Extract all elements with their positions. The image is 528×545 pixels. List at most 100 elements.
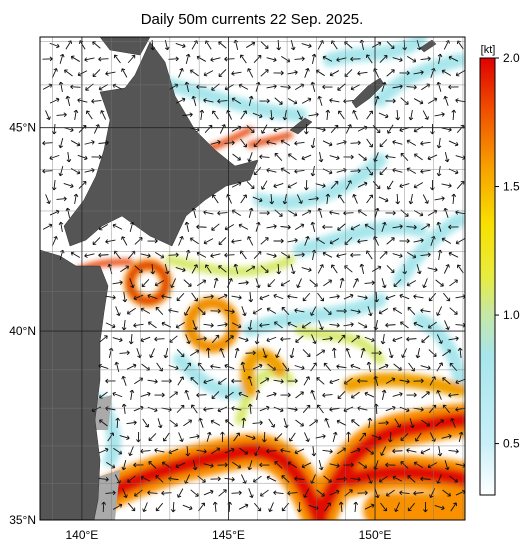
arrow <box>386 41 395 50</box>
arrow <box>238 336 249 343</box>
arrow <box>329 407 340 412</box>
arrow <box>317 264 324 274</box>
arrow <box>337 223 346 231</box>
arrow <box>436 306 443 316</box>
arrow <box>324 502 332 512</box>
arrow <box>378 475 388 483</box>
arrow <box>316 489 325 497</box>
arrow <box>360 347 366 358</box>
arrow <box>385 322 396 328</box>
arrow <box>352 110 358 120</box>
arrow <box>304 432 310 442</box>
arrow <box>70 140 81 147</box>
arrow <box>406 224 417 230</box>
arrow <box>350 252 361 258</box>
arrow <box>91 406 102 413</box>
arrow <box>350 309 361 314</box>
arrow <box>289 348 295 359</box>
arrow <box>233 263 239 274</box>
arrow <box>261 180 268 190</box>
arrow <box>436 165 442 177</box>
arrow <box>309 419 318 427</box>
arrow <box>385 377 396 384</box>
arrow <box>164 264 170 275</box>
arrow <box>316 377 325 385</box>
arrow <box>129 278 135 289</box>
arrow <box>350 56 361 62</box>
arrow <box>58 81 64 92</box>
arrow <box>266 307 277 314</box>
arrow <box>323 475 332 483</box>
arrow <box>247 375 253 386</box>
arrow <box>196 55 207 62</box>
arrow <box>310 221 316 232</box>
arrow <box>420 365 431 371</box>
arrow <box>113 447 123 455</box>
arrow <box>406 84 417 90</box>
arrow <box>129 389 135 401</box>
arrow <box>331 347 337 359</box>
arrow <box>241 417 247 429</box>
arrow <box>294 448 305 455</box>
arrow <box>406 448 417 453</box>
arrow <box>380 502 388 512</box>
arrow <box>252 420 263 426</box>
arrow <box>310 389 316 400</box>
arrow <box>365 447 374 455</box>
lon-tick-label: 140°E <box>65 528 98 542</box>
arrow <box>247 236 254 246</box>
lon-tick-label: 145°E <box>212 528 245 542</box>
arrow <box>121 375 127 386</box>
arrow <box>413 407 424 412</box>
arrow <box>246 181 255 190</box>
arrow <box>336 476 347 482</box>
arrow <box>260 265 269 273</box>
arrow <box>301 43 312 49</box>
arrow <box>231 490 242 496</box>
arrow <box>217 293 228 300</box>
arrow <box>350 224 361 231</box>
arrow <box>345 124 352 134</box>
arrow <box>393 363 402 371</box>
arrow <box>344 265 353 273</box>
arrow <box>73 109 79 121</box>
arrow <box>323 362 332 372</box>
arrow <box>183 279 192 287</box>
arrow <box>385 462 396 468</box>
arrow <box>413 182 424 189</box>
arrow <box>261 124 268 134</box>
arrow <box>247 152 253 163</box>
arrow <box>364 280 375 286</box>
arrow <box>175 97 186 104</box>
arrow <box>315 183 326 188</box>
arrow <box>56 196 67 202</box>
arrow <box>427 97 438 104</box>
arrow <box>133 462 144 468</box>
arrow <box>427 462 438 469</box>
arrow <box>217 322 228 327</box>
arrow <box>212 501 218 513</box>
arrow <box>407 55 417 63</box>
arrow <box>287 294 298 299</box>
arrow <box>329 98 340 103</box>
arrow <box>448 336 459 341</box>
arrow <box>413 378 424 384</box>
arrow <box>413 153 423 161</box>
arrow <box>287 70 298 75</box>
arrow <box>121 319 127 331</box>
arrow <box>182 504 193 511</box>
arrow <box>260 377 270 385</box>
arrow <box>364 503 375 510</box>
arrow <box>294 476 305 482</box>
arrow <box>339 277 345 288</box>
arrow <box>196 449 207 454</box>
arrow <box>395 109 401 121</box>
arrow <box>353 501 359 513</box>
arrow <box>155 306 164 315</box>
arrow <box>210 364 221 369</box>
arrow <box>224 84 235 91</box>
arrow <box>359 432 367 442</box>
arrow <box>247 68 254 78</box>
arrow <box>304 179 309 191</box>
arrow <box>259 210 270 216</box>
